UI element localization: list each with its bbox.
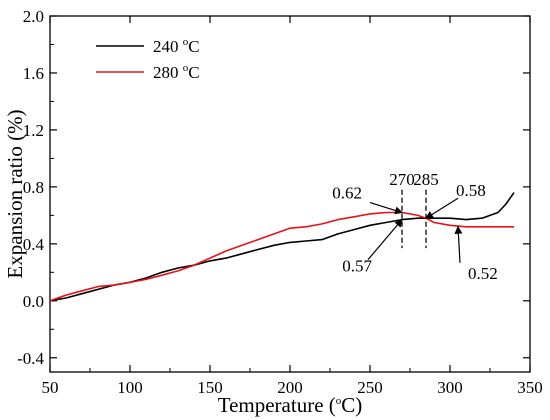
callout-arrow-0.62 xyxy=(369,201,403,215)
y-tick-label: 0.4 xyxy=(23,235,45,254)
series-line-280c xyxy=(49,211,514,302)
callout-arrow-0.58 xyxy=(425,197,459,219)
y-tick-label: 0.0 xyxy=(23,292,44,311)
vline-label-270: 270 xyxy=(389,170,415,189)
x-axis-title: Temperature (oC) xyxy=(218,393,363,417)
x-tick-label: 200 xyxy=(277,378,303,397)
x-tick-label: 350 xyxy=(517,378,543,397)
callout-label-0.58: 0.58 xyxy=(456,181,486,200)
y-tick-label: 1.2 xyxy=(23,121,44,140)
series-lines xyxy=(49,192,515,302)
vline-label-285: 285 xyxy=(413,170,439,189)
axes: 50 100 150 200 250 300 350 -0.4 0.0 0.4 0.8 1.2 1.6 2… xyxy=(17,7,543,397)
y-tick-label: 1.6 xyxy=(23,64,44,83)
x-tick-label: 300 xyxy=(437,378,463,397)
x-tick-label: 50 xyxy=(42,378,59,397)
callout-arrow-0.52 xyxy=(454,225,463,263)
y-axis-title: Expansion ratio (%) xyxy=(3,109,27,278)
callout-arrow-0.57 xyxy=(367,218,403,261)
callout-label-0.52: 0.52 xyxy=(468,264,498,283)
y-tick-label: 2.0 xyxy=(23,7,44,26)
legend-label-240c: 240 oC xyxy=(153,36,200,56)
y-tick-label: -0.4 xyxy=(17,349,44,368)
legend: 240 oC 280 oC xyxy=(96,36,200,82)
x-tick-label: 100 xyxy=(117,378,143,397)
callout-label-0.62: 0.62 xyxy=(332,184,362,203)
y-tick-label: 0.8 xyxy=(23,178,44,197)
legend-label-280c: 280 oC xyxy=(153,62,200,82)
x-tick-label: 150 xyxy=(197,378,223,397)
x-tick-label: 250 xyxy=(357,378,383,397)
callout-label-0.57: 0.57 xyxy=(342,257,372,276)
